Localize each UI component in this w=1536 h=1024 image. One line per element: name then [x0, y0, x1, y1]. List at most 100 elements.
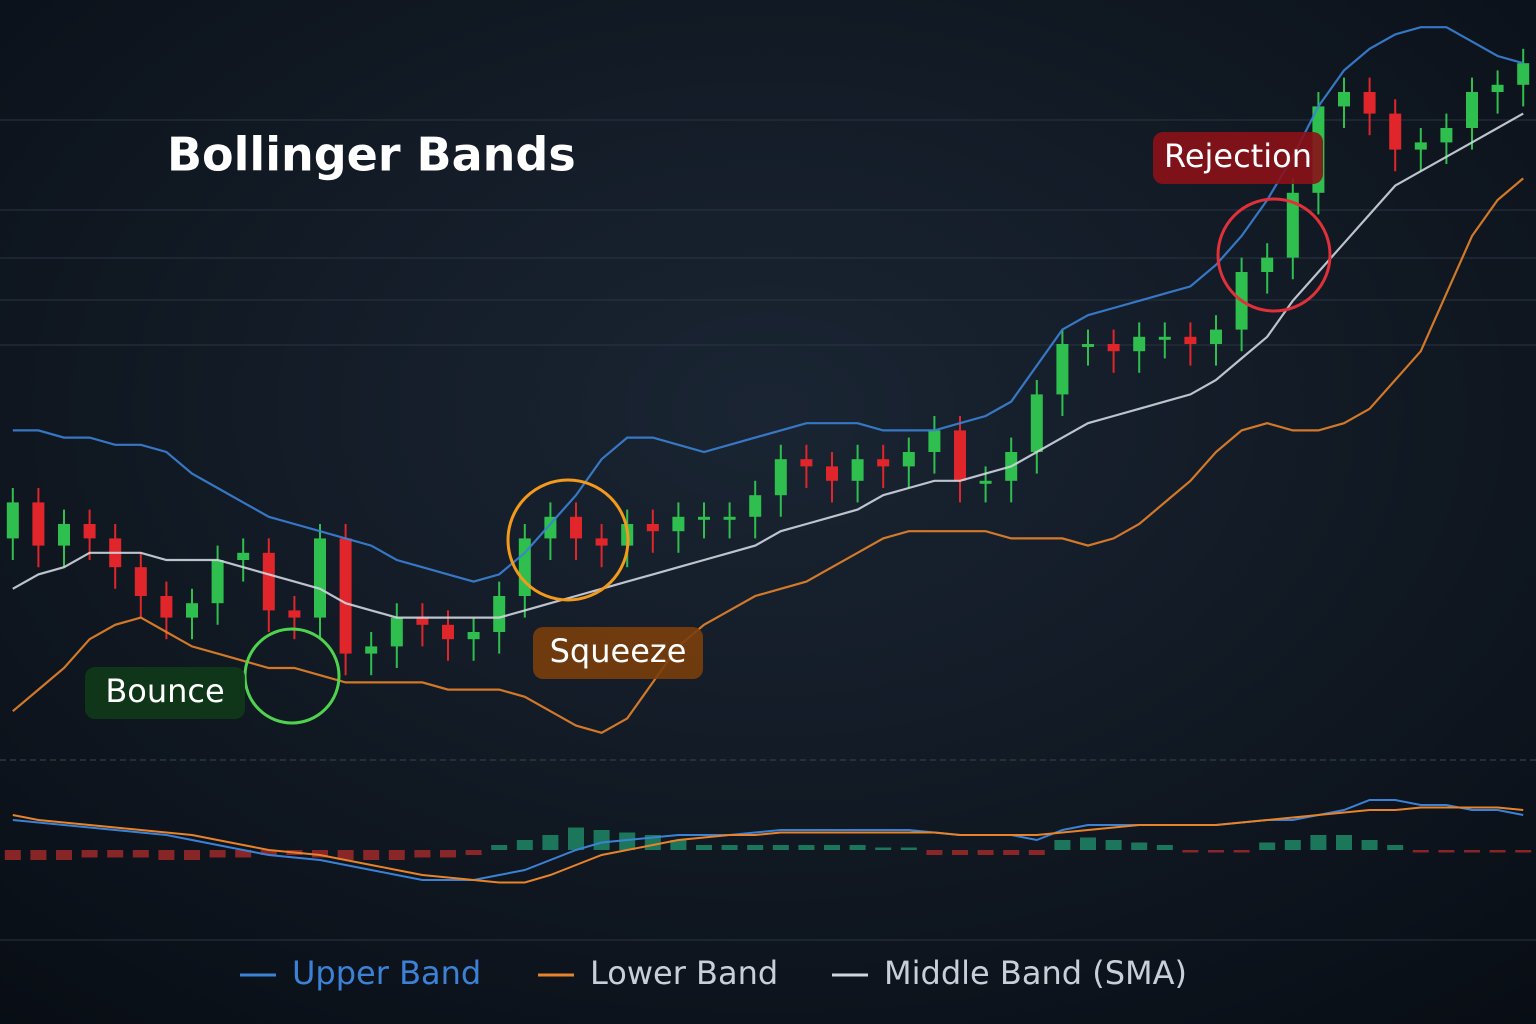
legend-label: Middle Band (SMA) — [884, 954, 1187, 992]
histogram-bar — [824, 845, 840, 850]
candle-body — [339, 538, 352, 654]
band-line — [12, 177, 1524, 734]
annotation-circle — [1216, 197, 1332, 313]
histogram-bar — [81, 850, 98, 858]
histogram-bar — [260, 850, 277, 855]
histogram-bar — [414, 850, 431, 858]
annotation-box — [1153, 132, 1323, 184]
candle-body — [1363, 92, 1376, 114]
candle-body — [1286, 192, 1299, 258]
histogram-bar — [1054, 840, 1071, 850]
histogram-bar — [1259, 842, 1276, 850]
candle-body — [1030, 394, 1043, 452]
candle-body — [416, 617, 429, 625]
candle-body — [979, 480, 992, 484]
annotation-label: Squeeze — [550, 632, 687, 670]
histogram-bar — [1003, 850, 1020, 855]
histogram-bar — [30, 850, 47, 860]
candle-body — [1082, 344, 1094, 347]
histogram-bar — [132, 850, 149, 858]
candle-body — [1389, 113, 1402, 150]
histogram-bar — [107, 850, 124, 858]
candle-body — [570, 516, 582, 539]
annotation-label: Rejection — [1164, 137, 1312, 175]
candle-body — [186, 603, 198, 618]
candle-body — [237, 552, 250, 560]
annotation-circle — [243, 627, 341, 725]
candle-body — [390, 617, 403, 647]
histogram-bar — [1080, 837, 1096, 850]
histogram-bar — [1412, 850, 1429, 853]
candle-body — [851, 459, 864, 481]
candle-body — [83, 524, 96, 539]
histogram-bar — [619, 832, 636, 850]
histogram-bar — [1361, 840, 1378, 850]
histogram-bar — [516, 840, 533, 850]
candle-body — [646, 524, 659, 532]
histogram-bar — [158, 850, 175, 860]
candle-body — [954, 430, 966, 481]
candle-body — [1261, 257, 1274, 272]
candle-body — [774, 459, 787, 496]
legend-label: Lower Band — [590, 954, 778, 992]
histogram-bar — [568, 827, 584, 850]
histogram-bar — [1105, 840, 1122, 850]
histogram-bar — [363, 850, 380, 860]
candle-body — [262, 552, 275, 611]
candle-body — [32, 502, 45, 546]
histogram-bar — [772, 845, 789, 850]
histogram-bar — [670, 840, 687, 850]
histogram-bar — [1310, 835, 1327, 850]
annotation-box — [533, 627, 703, 679]
chart-title: Bollinger Bands — [167, 128, 576, 182]
indicator-line — [12, 806, 1524, 884]
histogram-bar — [1438, 850, 1455, 853]
histogram-bar — [1489, 850, 1506, 853]
histogram-bar — [184, 850, 200, 860]
histogram-bar — [465, 850, 482, 855]
candle-body — [442, 624, 454, 640]
candle-body — [698, 516, 710, 520]
histogram-bar — [977, 850, 994, 855]
histogram-bar — [696, 845, 712, 850]
candle-body — [1133, 336, 1146, 352]
candle-body — [1491, 84, 1504, 92]
candle-body — [211, 560, 224, 604]
candle-body — [1414, 142, 1427, 150]
candle-body — [134, 567, 147, 596]
histogram-bar — [1156, 845, 1173, 850]
histogram-bar — [1182, 850, 1199, 853]
histogram-bar — [4, 850, 21, 860]
candle-body — [1210, 329, 1222, 344]
candle-body — [160, 596, 173, 618]
histogram-bar — [337, 850, 354, 860]
candle-body — [902, 452, 915, 467]
candle-body — [1466, 92, 1478, 128]
candle-body — [928, 430, 941, 452]
candle-body — [1158, 336, 1171, 340]
candle-body — [288, 610, 301, 618]
candle-body — [58, 524, 70, 546]
candle-body — [1440, 128, 1453, 143]
histogram-bar — [875, 847, 892, 850]
candle-body — [749, 495, 762, 517]
candle-body — [493, 596, 506, 632]
candle-body — [672, 516, 685, 532]
histogram-bar — [1284, 840, 1301, 850]
background-grid — [0, 119, 1536, 941]
candle-body — [518, 538, 531, 596]
histogram-bar — [721, 845, 738, 850]
histogram-bar — [440, 850, 456, 858]
histogram-bar — [56, 850, 72, 860]
candle-body — [1184, 336, 1197, 344]
candle-body — [365, 646, 378, 654]
histogram-bar — [1336, 835, 1352, 850]
histogram-bar — [388, 850, 405, 860]
histogram-bar — [1515, 850, 1532, 853]
candle-body — [877, 459, 890, 467]
histogram-bar — [798, 845, 815, 850]
histogram-bar — [747, 845, 764, 850]
candle-body — [1517, 63, 1530, 85]
